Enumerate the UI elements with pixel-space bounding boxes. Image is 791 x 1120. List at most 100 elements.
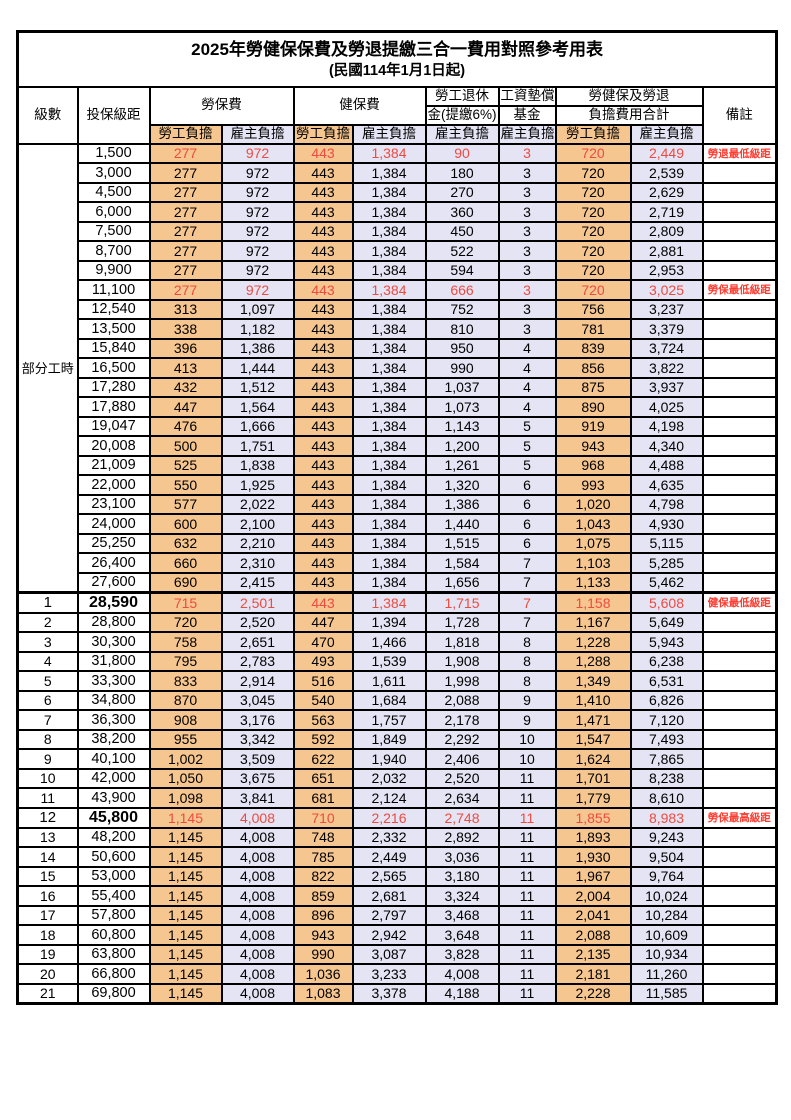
subheader-wage-fund-employer: 雇主負擔 xyxy=(497,123,557,145)
cell-bracket: 33,300 xyxy=(76,670,151,692)
cell-bracket: 34,800 xyxy=(76,689,151,711)
cell-value: 5 xyxy=(497,435,557,457)
cell-level: 15 xyxy=(16,865,79,887)
cell-value: 720 xyxy=(554,181,632,203)
table-row: 13,500 338 1,182 443 1,384 810 3 781 3,379 xyxy=(18,318,778,340)
cell-value: 4,340 xyxy=(629,435,704,457)
cell-value: 1,349 xyxy=(554,670,632,692)
cell-value: 3 xyxy=(497,279,557,301)
col-header-pension-line2: 金(提繳6%) xyxy=(424,104,500,126)
cell-value: 2,124 xyxy=(351,787,427,809)
cell-value: 1,384 xyxy=(351,279,427,301)
cell-value: 3 xyxy=(497,259,557,281)
cell-value: 10 xyxy=(497,748,557,770)
cell-value: 3,025 xyxy=(629,279,704,301)
table-row: 8,700 277 972 443 1,384 522 3 720 2,881 xyxy=(18,240,778,262)
cell-value: 443 xyxy=(292,201,354,223)
cell-level: 16 xyxy=(16,885,79,907)
cell-value: 1,384 xyxy=(351,181,427,203)
cell-level: 5 xyxy=(16,670,79,692)
cell-value: 972 xyxy=(220,162,295,184)
subheader-labor-employee: 勞工負擔 xyxy=(148,123,223,145)
cell-value: 2,406 xyxy=(424,748,500,770)
cell-level: 2 xyxy=(16,611,79,633)
cell-value: 1,471 xyxy=(554,709,632,731)
cell-value: 2,748 xyxy=(424,806,500,829)
cell-value: 4,008 xyxy=(220,943,295,965)
cell-value: 447 xyxy=(292,611,354,633)
table-row: 17,280 432 1,512 443 1,384 1,037 4 875 3,937 xyxy=(18,376,778,398)
cell-value: 338 xyxy=(148,318,223,340)
table-row: 7 36,300 908 3,176 563 1,757 2,178 9 1,471 7,120 xyxy=(16,709,778,731)
cell-value: 8,983 xyxy=(629,806,704,829)
cell-value: 2,032 xyxy=(351,767,427,789)
cell-value: 1,083 xyxy=(292,982,354,1004)
cell-value: 1,384 xyxy=(351,240,427,262)
cell-value: 4,008 xyxy=(220,846,295,868)
cell-value: 2,088 xyxy=(424,689,500,711)
cell-value: 470 xyxy=(292,631,354,653)
cell-value: 8 xyxy=(497,631,557,653)
cell-value: 1,384 xyxy=(351,201,427,223)
cell-value: 1,020 xyxy=(554,493,632,515)
subheader-labor-employer: 雇主負擔 xyxy=(220,123,295,145)
cell-value: 2,310 xyxy=(220,552,295,574)
cell-value: 443 xyxy=(292,493,354,515)
cell-value: 955 xyxy=(148,728,223,750)
cell-value: 720 xyxy=(554,220,632,242)
col-header-wage-fund-line1: 工資墊償 xyxy=(497,85,557,107)
cell-value: 594 xyxy=(424,259,500,281)
cell-remark xyxy=(701,454,778,476)
cell-value: 1,050 xyxy=(148,767,223,789)
cell-value: 270 xyxy=(424,181,500,203)
cell-value: 839 xyxy=(554,337,632,359)
title-row: 2025年勞健保保費及勞退提繳三合一費用對照參考用表 (民國114年1月1日起) xyxy=(16,30,778,88)
cell-value: 720 xyxy=(554,259,632,281)
cell-remark xyxy=(701,826,778,848)
subheader-pension-employer: 雇主負擔 xyxy=(424,123,500,145)
cell-value: 3,324 xyxy=(424,885,500,907)
cell-value: 1,145 xyxy=(148,963,223,985)
cell-value: 4,008 xyxy=(220,963,295,985)
cell-value: 1,145 xyxy=(148,943,223,965)
cell-value: 3 xyxy=(497,162,557,184)
cell-value: 443 xyxy=(292,298,354,320)
cell-value: 690 xyxy=(148,571,223,593)
cell-value: 5,115 xyxy=(629,532,704,554)
cell-value: 1,145 xyxy=(148,924,223,946)
cell-value: 10,934 xyxy=(629,943,704,965)
cell-bracket: 22,000 xyxy=(76,474,151,496)
cell-value: 1,547 xyxy=(554,728,632,750)
cell-value: 715 xyxy=(148,590,223,614)
cell-value: 795 xyxy=(148,650,223,672)
cell-value: 443 xyxy=(292,337,354,359)
cell-value: 1,908 xyxy=(424,650,500,672)
cell-value: 1,751 xyxy=(220,435,295,457)
subheader-total-employee: 勞工負擔 xyxy=(554,123,632,145)
cell-value: 493 xyxy=(292,650,354,672)
cell-remark xyxy=(701,259,778,281)
table-row: 26,400 660 2,310 443 1,384 1,584 7 1,103 5,285 xyxy=(18,552,778,574)
cell-value: 277 xyxy=(148,162,223,184)
table-row: 13 48,200 1,145 4,008 748 2,332 2,892 11 1,893 9,… xyxy=(16,826,778,848)
cell-value: 4 xyxy=(497,357,557,379)
cell-value: 1,967 xyxy=(554,865,632,887)
table-row: 27,600 690 2,415 443 1,384 1,656 7 1,133 5,462 xyxy=(18,571,778,593)
cell-value: 11 xyxy=(497,963,557,985)
cell-remark xyxy=(701,376,778,398)
cell-value: 2,881 xyxy=(629,240,704,262)
cell-level: 14 xyxy=(16,846,79,868)
cell-value: 720 xyxy=(554,279,632,301)
cell-value: 972 xyxy=(220,259,295,281)
cell-value: 1,779 xyxy=(554,787,632,809)
cell-level: 4 xyxy=(16,650,79,672)
cell-value: 3,176 xyxy=(220,709,295,731)
cell-value: 1,384 xyxy=(351,493,427,515)
cell-value: 4 xyxy=(497,337,557,359)
cell-remark xyxy=(701,201,778,223)
cell-value: 9 xyxy=(497,689,557,711)
cell-value: 10,284 xyxy=(629,904,704,926)
col-header-labor-insurance: 勞保費 xyxy=(148,85,295,126)
cell-value: 1,037 xyxy=(424,376,500,398)
table-row: 部分工時 1,500 277 972 443 1,384 90 3 720 2,449 勞退最低級距 xyxy=(16,142,778,593)
